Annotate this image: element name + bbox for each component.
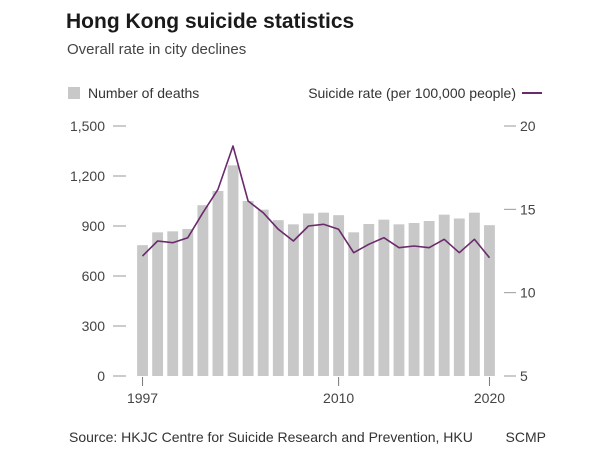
y-left-tick-label: 900 (82, 218, 106, 234)
bar-deaths-2015 (408, 223, 420, 376)
line-suicide-rate (141, 145, 491, 259)
y-left-tick-label: 1,500 (70, 118, 105, 134)
bar-deaths-1997 (137, 245, 148, 376)
y-left-tick-label: 0 (97, 368, 105, 384)
legend-deaths-swatch (68, 87, 80, 99)
x-tick-label: 2020 (474, 390, 505, 406)
brand-label: SCMP (505, 429, 546, 445)
y-left-tick-label: 300 (82, 318, 106, 334)
chart-title: Hong Kong suicide statistics (66, 10, 355, 33)
bar-deaths-2016 (423, 221, 435, 376)
legend-rate-label: Suicide rate (per 100,000 people) (308, 85, 516, 101)
bar-deaths-2014 (393, 224, 405, 376)
bar-deaths-2009 (318, 212, 329, 376)
bar-deaths-2008 (303, 213, 314, 376)
legend-rate-swatch (522, 92, 542, 94)
x-tick-label: 2010 (323, 390, 354, 406)
legend-deaths-label: Number of deaths (88, 85, 200, 101)
legend-rate: Suicide rate (per 100,000 people) (308, 85, 542, 101)
bar-deaths-2001 (197, 205, 209, 376)
bar-deaths-2017 (438, 214, 450, 376)
bar-deaths-2000 (182, 229, 194, 376)
bar-deaths-2019 (468, 212, 480, 376)
bar-deaths-2013 (378, 219, 390, 376)
y-left-tick-label: 1,200 (70, 168, 105, 184)
y-right-tick-label: 5 (520, 368, 528, 384)
x-tick-label: 1997 (127, 390, 158, 406)
bar-deaths-1999 (167, 231, 179, 376)
bar-deaths-2005 (257, 209, 269, 376)
bar-deaths-2004 (242, 201, 254, 376)
bar-deaths-2010 (333, 215, 345, 376)
bar-deaths-2018 (453, 218, 465, 376)
bar-deaths-2012 (363, 224, 375, 376)
chart-subtitle: Overall rate in city declines (67, 41, 247, 58)
bar-deaths-2003 (227, 165, 239, 376)
bar-deaths-2006 (272, 220, 284, 376)
bar-deaths-2007 (287, 224, 299, 376)
bar-deaths-2002 (212, 191, 224, 376)
source-note: Source: HKJC Centre for Suicide Research… (69, 429, 473, 445)
y-right-tick-label: 15 (520, 201, 536, 217)
y-right-tick-label: 20 (520, 118, 536, 134)
y-left-tick-label: 600 (82, 268, 106, 284)
bar-deaths-1998 (152, 232, 164, 376)
legend-deaths: Number of deaths (68, 85, 199, 101)
bar-deaths-2020 (484, 225, 495, 376)
y-right-tick-label: 10 (520, 285, 536, 301)
bar-deaths-2011 (348, 232, 360, 376)
